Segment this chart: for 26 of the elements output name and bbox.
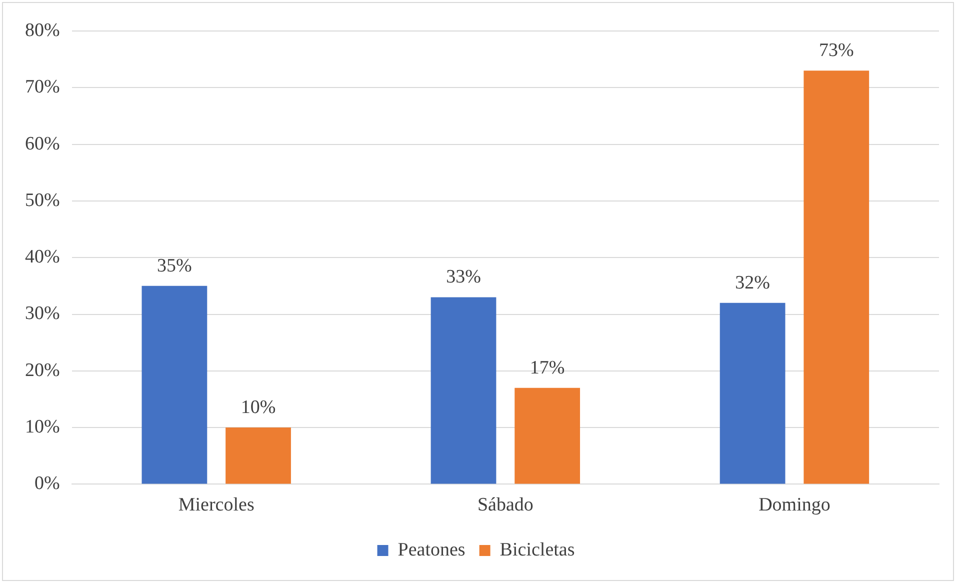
bar bbox=[514, 388, 580, 484]
bar bbox=[142, 286, 208, 484]
y-tick-label: 50% bbox=[25, 190, 60, 211]
bar bbox=[430, 297, 496, 484]
data-label: 73% bbox=[818, 40, 854, 62]
y-tick-label: 40% bbox=[25, 246, 60, 268]
y-tick-label: 10% bbox=[25, 416, 60, 438]
y-tick-label: 70% bbox=[25, 76, 60, 98]
y-tick-label: 30% bbox=[25, 303, 60, 324]
bar bbox=[720, 302, 786, 484]
data-label: 33% bbox=[446, 266, 482, 288]
y-tick-label: 80% bbox=[25, 20, 60, 41]
x-tick-label: Domingo bbox=[758, 494, 830, 516]
x-tick-label: Sábado bbox=[477, 494, 534, 516]
data-label: 17% bbox=[530, 357, 565, 378]
legend-label: Bicicletas bbox=[500, 539, 575, 560]
legend-label: Peatones bbox=[398, 539, 466, 560]
x-tick-label: Miercoles bbox=[178, 494, 254, 516]
data-label: 35% bbox=[157, 255, 192, 276]
bar bbox=[804, 70, 870, 484]
data-label: 32% bbox=[735, 272, 770, 294]
y-tick-label: 0% bbox=[34, 473, 60, 494]
data-label: 10% bbox=[240, 397, 276, 418]
y-tick-label: 20% bbox=[25, 360, 60, 381]
y-tick-label: 60% bbox=[25, 133, 60, 154]
bar bbox=[226, 428, 291, 484]
